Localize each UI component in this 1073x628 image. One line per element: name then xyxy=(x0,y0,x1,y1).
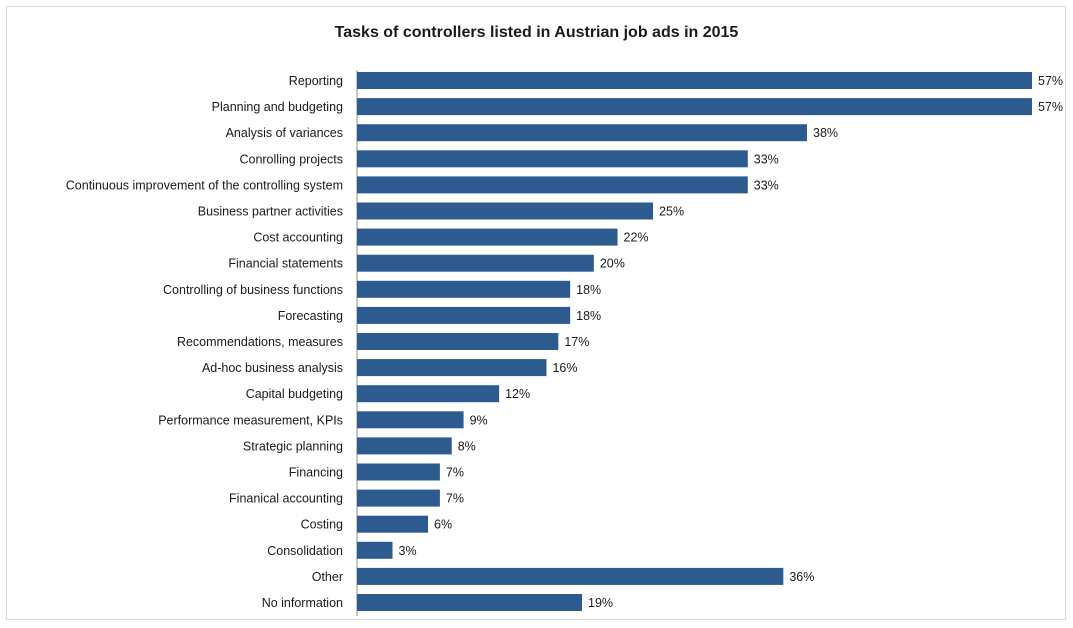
category-label: Recommendations, measures xyxy=(177,335,343,349)
value-label: 33% xyxy=(754,152,779,166)
category-label: Reporting xyxy=(289,74,343,88)
bar xyxy=(357,124,807,142)
category-label: Performance measurement, KPIs xyxy=(158,413,343,427)
category-label: Conrolling projects xyxy=(239,152,343,166)
category-label: Ad-hoc business analysis xyxy=(202,361,343,375)
category-label: Consolidation xyxy=(267,544,343,558)
value-label: 25% xyxy=(659,205,684,219)
value-label: 22% xyxy=(624,231,649,245)
value-label: 17% xyxy=(564,335,589,349)
bar xyxy=(357,489,440,507)
value-label: 57% xyxy=(1038,74,1063,88)
category-label: Analysis of variances xyxy=(226,126,343,140)
bar xyxy=(357,463,440,481)
category-label: Cost accounting xyxy=(253,231,343,245)
bar xyxy=(357,594,582,611)
value-label: 6% xyxy=(434,518,452,532)
bar xyxy=(357,254,594,272)
value-label: 9% xyxy=(470,413,488,427)
bar xyxy=(357,515,429,533)
bar xyxy=(357,306,571,324)
value-label: 7% xyxy=(446,492,464,506)
bar xyxy=(357,385,500,403)
bar xyxy=(357,359,547,377)
bar xyxy=(357,98,1032,116)
value-label: 18% xyxy=(576,309,601,323)
value-label: 3% xyxy=(399,544,417,558)
bar xyxy=(357,72,1032,89)
category-label: Financing xyxy=(289,466,343,480)
bar xyxy=(357,411,464,429)
category-label: Capital budgeting xyxy=(246,387,343,401)
category-label: Financial statements xyxy=(228,257,343,271)
value-label: 7% xyxy=(446,466,464,480)
bar xyxy=(357,202,654,220)
category-label: No information xyxy=(262,596,343,610)
value-label: 20% xyxy=(600,257,625,271)
value-label: 8% xyxy=(458,439,476,453)
bar xyxy=(357,280,571,298)
bar xyxy=(357,333,559,350)
category-label: Planning and budgeting xyxy=(212,100,343,114)
value-label: 33% xyxy=(754,178,779,192)
bar xyxy=(357,228,618,246)
value-label: 19% xyxy=(588,596,613,610)
category-label: Forecasting xyxy=(278,309,343,323)
value-label: 36% xyxy=(789,570,814,584)
bar xyxy=(357,150,748,168)
category-label: Continuous improvement of the controllin… xyxy=(66,178,343,192)
chart-title: Tasks of controllers listed in Austrian … xyxy=(334,24,739,41)
bar xyxy=(357,437,452,455)
bar xyxy=(357,541,393,559)
value-label: 12% xyxy=(505,387,530,401)
category-label: Other xyxy=(312,570,343,584)
value-label: 16% xyxy=(552,361,577,375)
bar xyxy=(357,176,748,194)
category-label: Controlling of business functions xyxy=(163,283,343,297)
bar xyxy=(357,567,784,585)
value-label: 57% xyxy=(1038,100,1063,114)
value-label: 18% xyxy=(576,283,601,297)
category-label: Strategic planning xyxy=(243,439,343,453)
category-label: Business partner activities xyxy=(198,205,343,219)
category-label: Finanical accounting xyxy=(229,492,343,506)
category-label: Costing xyxy=(301,518,343,532)
value-label: 38% xyxy=(813,126,838,140)
